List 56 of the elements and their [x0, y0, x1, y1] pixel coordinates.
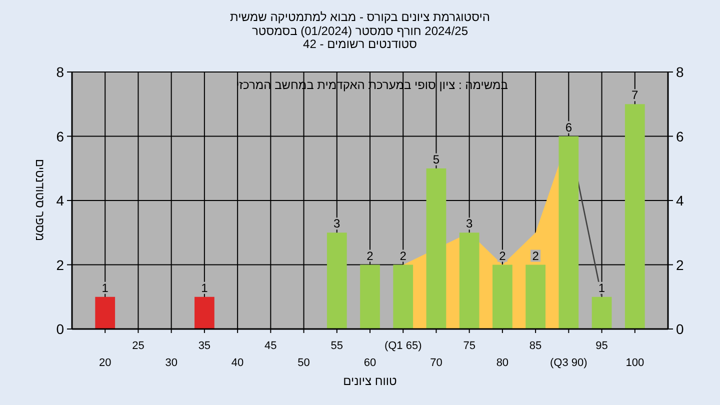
x-tick-label: 25 [132, 340, 144, 352]
bar [194, 296, 214, 329]
bar [624, 104, 645, 329]
chart-subtitle: 2024/25 חורף סמסטר (01/2024) בסמסטר [252, 24, 468, 38]
y-tick-label: 0 [56, 321, 64, 337]
x-tick-label: 40 [231, 357, 244, 369]
x-tick-label: 70 [430, 357, 442, 369]
x-tick-label: 95 [596, 340, 608, 352]
x-tick-label: 55 [330, 340, 344, 352]
x-tick-label: 80 [496, 357, 509, 369]
data-label: 2 [366, 248, 374, 263]
bar [526, 264, 546, 329]
x-tick-label: 85 [529, 340, 542, 352]
y2-tick-label: 4 [676, 192, 684, 208]
data-label: 1 [102, 280, 109, 295]
data-label: 1 [598, 280, 606, 295]
bar [592, 296, 612, 329]
text: סטודנטים רשומים - 42 [303, 37, 418, 51]
data-label: 7 [632, 88, 639, 102]
x-tick-label: 60 [364, 357, 376, 369]
y2-tick-label: 6 [676, 128, 684, 144]
x-tick-label: 20 [98, 357, 112, 369]
x-tick-label: 75 [463, 340, 476, 352]
bar [95, 296, 116, 329]
bar [426, 168, 446, 329]
bar [360, 264, 380, 329]
x-tick-label: 50 [298, 357, 310, 369]
x-axis-title: טווח ציונים [343, 374, 398, 388]
y2-tick-label: 8 [676, 64, 684, 80]
data-label: 2 [400, 248, 407, 263]
y-tick-label: 8 [56, 64, 64, 80]
data-label: 2 [532, 248, 540, 263]
bar [393, 264, 414, 329]
x-tick-label: 30 [165, 357, 178, 369]
y2-tick-label: 0 [676, 321, 684, 337]
x-tick-label: 35 [198, 340, 211, 352]
bar [558, 136, 579, 329]
data-label: 1 [201, 280, 208, 295]
data-label: 6 [565, 120, 572, 134]
data-label: 5 [432, 152, 440, 166]
y-tick-label: 2 [56, 256, 64, 273]
y-axis-title: מספר סטודנטים [33, 158, 47, 242]
data-label: 2 [499, 248, 506, 263]
bar [459, 232, 480, 329]
x-tick-label: 100 [626, 357, 644, 369]
bar [326, 232, 347, 329]
y-tick-label: 4 [56, 192, 64, 208]
data-label: 3 [466, 216, 473, 231]
data-label: 3 [334, 216, 341, 231]
x-tick-label: 45 [264, 340, 277, 352]
bar [492, 264, 512, 329]
y2-tick-label: 2 [676, 256, 684, 273]
x-tick-label: (Q1 65) [384, 340, 422, 352]
x-tick-label: (Q3 90) [550, 357, 588, 369]
chart-title: היסטוגרמת ציונים בקורס - מבוא למתמטיקה שמשית [230, 10, 490, 24]
y-tick-label: 6 [56, 128, 64, 144]
